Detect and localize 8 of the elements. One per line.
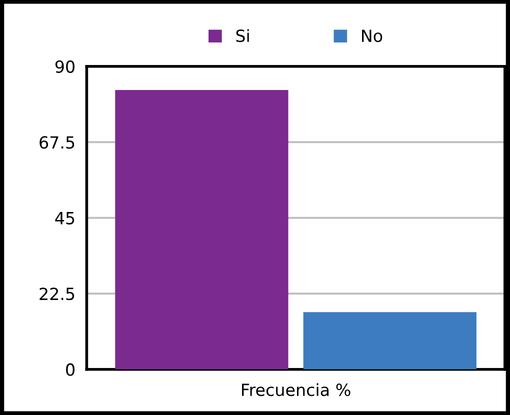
y-tick-label: 22.5 (40, 288, 74, 300)
y-tick-label: 0 (66, 363, 74, 376)
y-tick-label: 90 (55, 60, 74, 73)
y-tick-label: 45 (55, 212, 74, 224)
y-tick-label: 67.5 (40, 136, 74, 149)
x-tick-label: Frecuencia % (242, 383, 350, 396)
legend-label: No (362, 30, 382, 42)
legend-label: Si (236, 29, 249, 42)
